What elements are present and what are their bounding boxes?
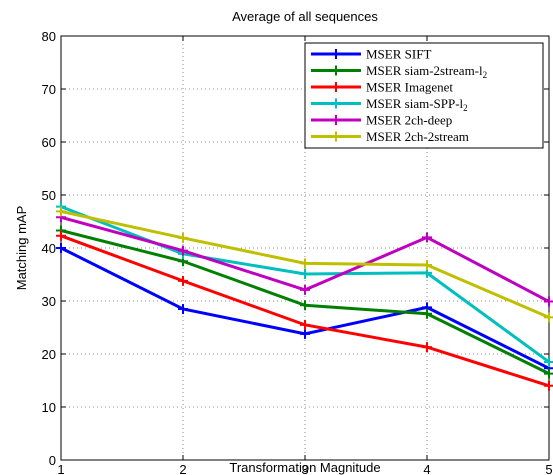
y-tick-label: 20	[42, 347, 56, 362]
legend-label: MSER siam-2stream-l2	[366, 63, 487, 80]
legend-marker	[331, 115, 341, 125]
chart-title: Average of all sequences	[232, 9, 378, 24]
legend-item: MSER 2ch-deep	[311, 113, 452, 128]
data-point-marker	[544, 380, 553, 391]
legend-marker	[331, 82, 341, 92]
axis-ticks: 0 10 20 30 40 50 60 70 80 1 2 3 4 5	[42, 29, 553, 475]
y-tick-label: 10	[42, 400, 56, 415]
legend-label-text: MSER 2ch-deep	[366, 113, 452, 128]
data-point-marker	[300, 258, 310, 269]
data-point-marker	[300, 300, 310, 311]
data-point-marker	[178, 303, 188, 314]
legend-item: MSER siam-2stream-l2	[311, 63, 487, 80]
y-tick-label: 70	[42, 82, 56, 97]
data-point-marker	[544, 312, 553, 323]
legend-item: MSER siam-SPP-l2	[311, 96, 468, 113]
legend-label: MSER SIFT	[366, 47, 431, 62]
legend-item: MSER 2ch-2stream	[311, 129, 469, 144]
data-point-marker	[56, 243, 66, 253]
legend-label: MSER siam-SPP-l2	[366, 96, 468, 113]
legend-marker	[331, 98, 341, 109]
data-point-marker	[300, 268, 310, 279]
legend-item: MSER Imagenet	[311, 80, 453, 95]
legend-label-text: MSER 2ch-2stream	[366, 129, 469, 144]
data-point-marker	[544, 368, 553, 379]
data-point-marker	[300, 328, 310, 339]
y-tick-label: 50	[42, 188, 56, 203]
series-5	[56, 212, 553, 307]
data-point-marker	[300, 319, 310, 330]
legend-marker	[331, 131, 341, 142]
series-line	[60, 234, 550, 388]
data-point-marker	[422, 232, 432, 243]
y-tick-label: 40	[42, 241, 56, 256]
legend-label: MSER 2ch-2stream	[366, 129, 469, 144]
data-point-marker	[56, 230, 66, 241]
legend-label-text: MSER SIFT	[366, 47, 431, 62]
y-tick-label: 80	[42, 29, 56, 44]
series-1	[56, 243, 553, 374]
legend-marker	[331, 65, 341, 76]
legend-box	[304, 42, 544, 149]
y-tick-label: 30	[42, 294, 56, 309]
x-tick-label: 5	[545, 462, 552, 475]
data-point-marker	[422, 308, 432, 319]
legend-item: MSER SIFT	[311, 47, 431, 62]
legend-label: MSER 2ch-deep	[366, 113, 452, 128]
series-3	[56, 230, 553, 391]
series-2	[56, 225, 553, 379]
series-group	[56, 201, 553, 391]
data-point-marker	[300, 284, 310, 295]
x-tick-label: 2	[179, 462, 186, 475]
data-point-marker	[178, 275, 188, 286]
legend-label-text: MSER Imagenet	[366, 80, 453, 95]
y-tick-label: 0	[49, 453, 56, 468]
x-tick-label: 3	[301, 462, 308, 475]
data-point-marker	[178, 232, 188, 243]
data-point-marker	[56, 206, 66, 217]
legend-label-text: MSER siam-SPP-l	[366, 96, 464, 111]
x-tick-label: 1	[57, 462, 64, 475]
x-axis-title: Transformation Magnitude	[229, 460, 380, 475]
data-point-marker	[422, 259, 432, 270]
legend-label-subscript: 2	[483, 70, 488, 80]
y-tick-label: 60	[42, 135, 56, 150]
data-point-marker	[544, 296, 553, 307]
y-axis-title: Matching mAP	[14, 206, 29, 291]
legend-label-subscript: 2	[463, 103, 468, 113]
data-point-marker	[544, 356, 553, 367]
series-6	[56, 206, 553, 323]
legend-marker	[331, 49, 341, 59]
legend-label: MSER Imagenet	[366, 80, 453, 95]
legend-label-text: MSER siam-2stream-l	[366, 63, 483, 78]
x-tick-label: 4	[423, 462, 430, 475]
data-point-marker	[178, 245, 188, 256]
data-point-marker	[422, 342, 432, 353]
